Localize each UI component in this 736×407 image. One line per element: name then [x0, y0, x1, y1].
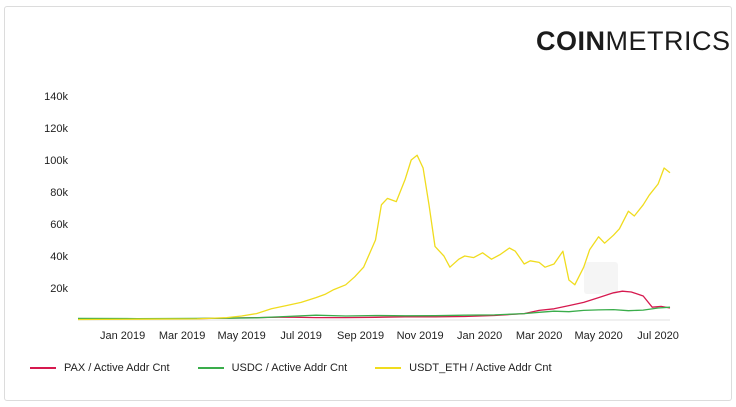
x-tick-label: Jan 2019: [100, 330, 145, 342]
x-tick-label: May 2019: [217, 330, 265, 342]
y-tick-label: 80k: [50, 187, 68, 199]
legend-swatch-usdc: [197, 367, 224, 369]
legend-label-usdc: USDC / Active Addr Cnt: [231, 362, 348, 374]
logo-bold-text: COIN: [536, 26, 606, 56]
coinmetrics-logo: COINMETRICS: [536, 26, 731, 57]
x-tick-label: Jul 2020: [637, 330, 679, 342]
legend-item-usdc[interactable]: USDC / Active Addr Cnt: [197, 362, 348, 374]
watermark: [584, 262, 618, 294]
y-tick-label: 100k: [44, 155, 68, 167]
series-line-usdt-eth: [77, 154, 671, 321]
y-tick-label: 40k: [50, 251, 68, 263]
legend: PAX / Active Addr Cnt USDC / Active Addr…: [30, 362, 552, 374]
x-tick-label: Sep 2019: [337, 330, 384, 342]
legend-label-usdt-eth: USDT_ETH / Active Addr Cnt: [409, 362, 552, 374]
plot-area: 20k 40k 60k 80k 100k 120k 140k Jan 2019 Mar 2019…: [44, 91, 679, 342]
y-tick-label: 20k: [50, 283, 68, 295]
y-tick-label: 140k: [44, 91, 68, 103]
legend-swatch-pax: [30, 367, 56, 369]
chart-card: [4, 6, 732, 401]
x-tick-label: Nov 2019: [397, 330, 444, 342]
legend-item-usdt-eth[interactable]: USDT_ETH / Active Addr Cnt: [375, 362, 552, 374]
y-tick-label: 60k: [50, 219, 68, 231]
logo-light-text: METRICS: [605, 26, 731, 56]
series-line-usdc: [77, 306, 671, 320]
legend-swatch-usdt-eth: [375, 367, 402, 369]
legend-item-pax[interactable]: PAX / Active Addr Cnt: [30, 362, 170, 374]
x-tick-label: Mar 2020: [516, 330, 562, 342]
y-tick-label: 120k: [44, 123, 68, 135]
x-tick-label: May 2020: [574, 330, 622, 342]
legend-label-pax: PAX / Active Addr Cnt: [64, 362, 170, 374]
x-tick-label: Mar 2019: [159, 330, 205, 342]
x-tick-label: Jul 2019: [280, 330, 322, 342]
x-tick-label: Jan 2020: [457, 330, 502, 342]
